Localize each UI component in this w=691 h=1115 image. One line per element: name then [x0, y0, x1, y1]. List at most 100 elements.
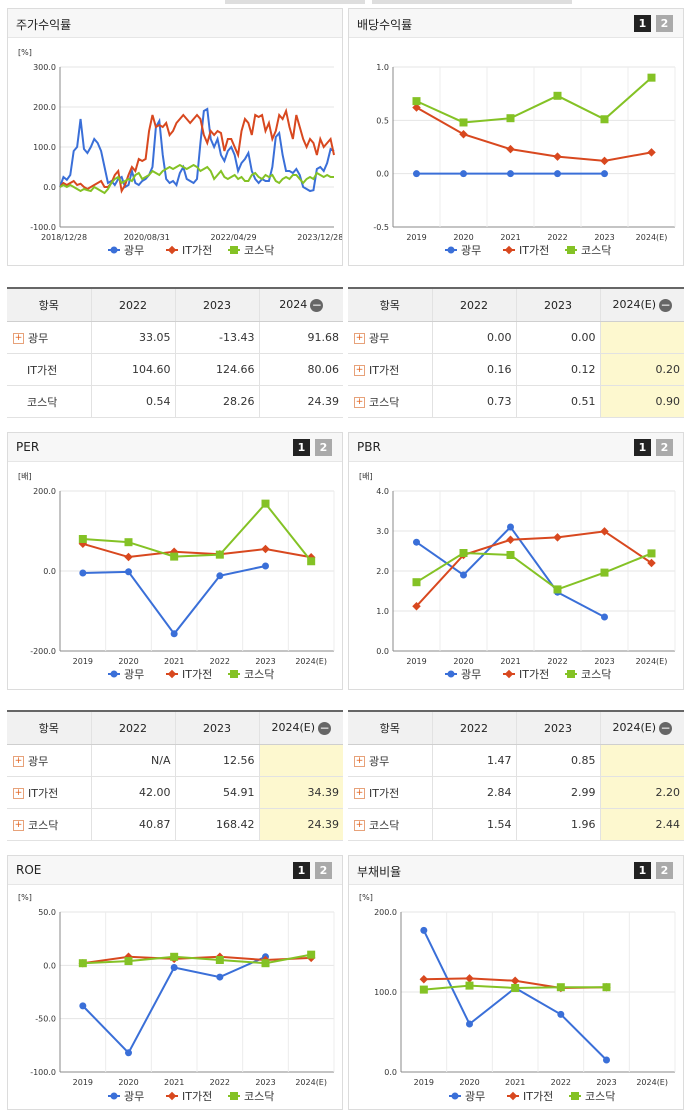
expand-icon[interactable]: + — [13, 333, 24, 344]
col-header-label: 2024(E) — [271, 721, 316, 735]
page-2-button[interactable]: 2 — [315, 862, 332, 879]
cell: 24.39 — [258, 385, 343, 418]
y-tick-label: 3.0 — [376, 527, 389, 536]
collapse-icon[interactable]: − — [659, 720, 673, 735]
x-tick-label: 2022 — [547, 657, 567, 666]
page-2-button[interactable]: 2 — [656, 862, 673, 879]
cell: -13.43 — [174, 321, 259, 354]
row-label[interactable]: + IT가전 — [7, 776, 91, 809]
data-point — [602, 983, 611, 992]
debt-ratio-panel: 부채비율 1 2 [%] 0.0 100.0 200.0 2019 2020 2021 202… — [348, 855, 684, 1110]
expand-icon[interactable]: + — [354, 333, 365, 344]
y-tick-label: -50.0 — [35, 1015, 56, 1024]
row-label[interactable]: + 광무 — [7, 321, 91, 354]
x-tick-label: 2019 — [73, 657, 93, 666]
page-1-button[interactable]: 1 — [634, 862, 651, 879]
data-point — [78, 959, 87, 968]
col-header: 2023 — [515, 287, 600, 322]
legend-label: 코스닥 — [244, 244, 274, 257]
data-point — [553, 533, 562, 542]
expand-icon[interactable]: + — [354, 820, 365, 831]
per-chart: [배] -200.0 0.0 200.0 2019 2020 2021 2022 2023 202… — [18, 472, 335, 681]
expand-icon[interactable]: + — [354, 788, 365, 799]
legend-label: 광무 — [461, 244, 481, 257]
collapse-icon[interactable]: − — [310, 297, 324, 312]
table-row: + IT가전 0.16 0.12 0.20 — [348, 353, 684, 386]
page-1-button[interactable]: 1 — [293, 439, 310, 456]
row-name: IT가전 — [28, 786, 59, 800]
table-row: + IT가전 2.84 2.99 2.20 — [348, 776, 684, 809]
data-point — [557, 1010, 565, 1018]
row-name: IT가전 — [369, 786, 400, 800]
legend-label: 광무 — [465, 1090, 485, 1103]
cell: 1.54 — [431, 808, 516, 841]
cell — [258, 744, 343, 777]
data-point — [571, 1092, 579, 1100]
data-point — [412, 97, 421, 106]
data-point — [420, 926, 428, 934]
data-point — [567, 670, 575, 678]
expand-icon[interactable]: + — [13, 788, 24, 799]
legend-label: 광무 — [461, 668, 481, 681]
data-point — [647, 148, 656, 157]
col-header: 항목 — [348, 287, 432, 322]
data-point — [230, 670, 238, 678]
series-line — [59, 107, 335, 193]
y-tick-label: 0.0 — [376, 647, 389, 656]
x-tick-label: 2022 — [210, 657, 230, 666]
col-header: 2023 — [174, 710, 259, 745]
x-tick-label: 2021 — [505, 1078, 525, 1087]
page-2-button[interactable]: 2 — [656, 439, 673, 456]
data-point — [124, 552, 133, 562]
y-tick-label: 100.0 — [33, 143, 56, 152]
row-label[interactable]: + 코스닥 — [7, 808, 91, 841]
page-1-button[interactable]: 1 — [293, 862, 310, 879]
per-table: 항목 2022 2023 2024(E) − + 광무 N/A 12.56 + IT가… — [7, 710, 343, 841]
cell: 2.44 — [599, 808, 684, 841]
expand-icon[interactable]: + — [354, 397, 365, 408]
expand-icon[interactable]: + — [354, 365, 365, 376]
stock-return-table: 항목 2022 2023 2024− + 광무 33.05 -13.43 91.6… — [7, 287, 343, 418]
data-point — [507, 170, 514, 178]
data-point — [307, 950, 316, 959]
table-row: + 광무 1.47 0.85 — [348, 744, 684, 777]
table-row: + 광무 33.05 -13.43 91.68 — [7, 321, 343, 354]
cell: 104.60 — [90, 353, 175, 386]
series-line — [59, 163, 334, 195]
cell: 0.12 — [515, 353, 600, 386]
row-name: IT가전 — [27, 363, 58, 377]
row-label[interactable]: + 광무 — [348, 321, 432, 354]
x-tick-label: 2019 — [406, 657, 426, 666]
collapse-icon[interactable]: − — [659, 297, 673, 312]
row-label[interactable]: + IT가전 — [348, 776, 432, 809]
page-2-button[interactable]: 2 — [656, 15, 673, 32]
expand-icon[interactable]: + — [13, 820, 24, 831]
x-tick-label: 2019 — [406, 233, 426, 242]
roe-panel: ROE 1 2 [%] -100.0 -50.0 0.0 50.0 2019 2020 202… — [7, 855, 343, 1110]
row-label[interactable]: + IT가전 — [348, 353, 432, 386]
expand-icon[interactable]: + — [354, 756, 365, 767]
row-label[interactable]: + 코스닥 — [348, 808, 432, 841]
row-label[interactable]: + 코스닥 — [348, 385, 432, 418]
row-label[interactable]: + 광무 — [348, 744, 432, 777]
data-point — [511, 984, 520, 992]
top-tab-fragment — [372, 0, 572, 4]
data-point — [262, 562, 269, 570]
row-label: IT가전 — [7, 353, 91, 386]
series-line — [82, 542, 312, 559]
legend-label: 광무 — [124, 244, 144, 257]
y-tick-label: 4.0 — [376, 487, 389, 496]
expand-icon[interactable]: + — [13, 756, 24, 767]
page-2-button[interactable]: 2 — [315, 439, 332, 456]
cell: 2.99 — [515, 776, 600, 809]
collapse-icon[interactable]: − — [318, 720, 332, 735]
page-1-button[interactable]: 1 — [634, 15, 651, 32]
page-1-button[interactable]: 1 — [634, 439, 651, 456]
data-point — [170, 963, 178, 971]
row-name: 광무 — [28, 331, 49, 345]
data-point — [170, 552, 179, 561]
cell: 0.73 — [431, 385, 516, 418]
data-point — [603, 1056, 610, 1064]
data-point — [412, 103, 421, 112]
row-label[interactable]: + 광무 — [7, 744, 91, 777]
